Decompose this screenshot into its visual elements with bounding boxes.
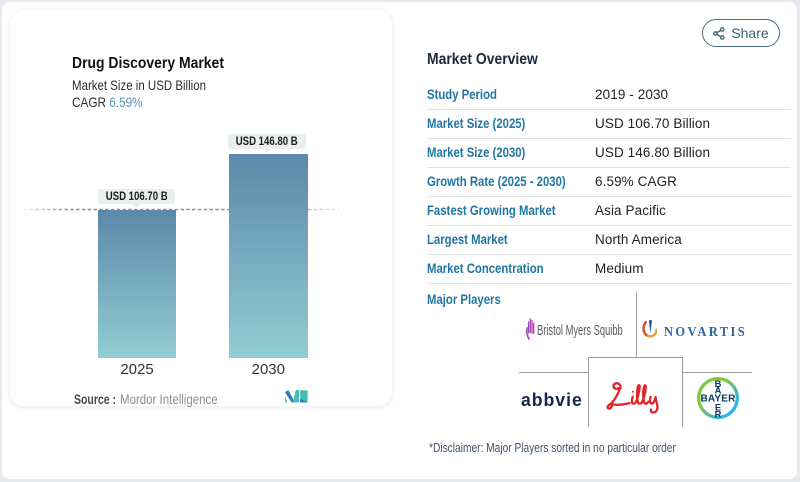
svg-text:B: B (715, 377, 722, 388)
svg-text:R: R (715, 408, 722, 419)
svg-text:A: A (715, 384, 722, 395)
svg-text:E: E (715, 401, 721, 412)
svg-text:BAYER: BAYER (700, 393, 736, 404)
